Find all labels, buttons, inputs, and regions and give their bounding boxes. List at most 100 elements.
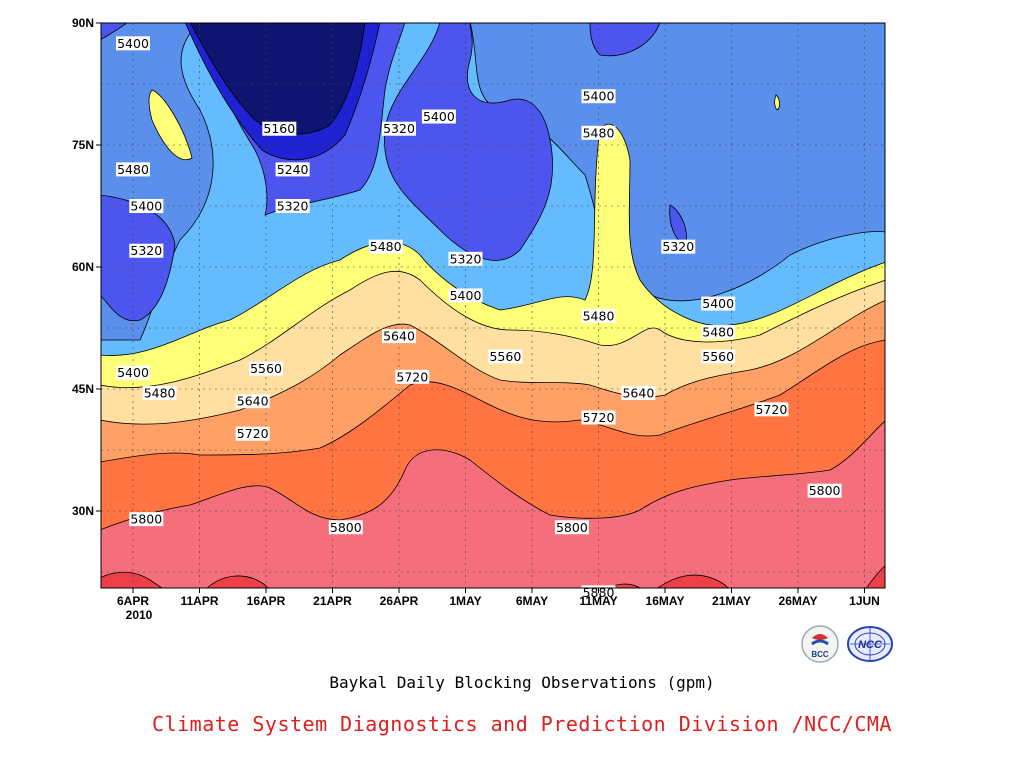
contour-label: 5720: [235, 426, 270, 441]
contour-label: 5240: [275, 162, 310, 177]
contour-label: 5320: [661, 239, 696, 254]
svg-text:5720: 5720: [755, 402, 787, 417]
contour-label: 5320: [275, 199, 310, 214]
y-tick-label: 45N: [72, 382, 94, 396]
svg-text:5400: 5400: [702, 296, 734, 311]
contour-label: 5400: [116, 36, 150, 51]
svg-text:5800: 5800: [330, 520, 362, 535]
svg-text:5480: 5480: [370, 239, 402, 254]
contour-label: 5640: [382, 329, 416, 344]
contour-label: 5800: [129, 512, 164, 527]
svg-text:5640: 5640: [383, 329, 415, 344]
contour-label: 5800: [807, 483, 842, 498]
svg-text:5640: 5640: [622, 386, 654, 401]
svg-text:5800: 5800: [809, 483, 841, 498]
svg-text:5720: 5720: [237, 426, 269, 441]
contour-label: 5400: [581, 89, 616, 104]
contour-band-5800: [101, 420, 885, 588]
svg-text:5560: 5560: [250, 361, 282, 376]
svg-text:5720: 5720: [583, 410, 615, 425]
svg-text:5240: 5240: [277, 162, 309, 177]
contour-band-5480: [774, 94, 780, 111]
y-tick-label: 90N: [72, 16, 94, 30]
y-tick-label: 75N: [72, 138, 94, 152]
contour-label: 5560: [249, 361, 283, 376]
x-tick-label: 11MAY: [579, 594, 617, 608]
svg-text:5400: 5400: [117, 36, 149, 51]
x-tick-label: 16MAY: [646, 594, 685, 608]
svg-text:5480: 5480: [144, 386, 176, 401]
svg-text:5320: 5320: [277, 199, 309, 214]
svg-text:5320: 5320: [450, 251, 482, 266]
contour-label: 5480: [142, 386, 177, 401]
contour-label: 5560: [488, 349, 523, 364]
svg-text:5160: 5160: [263, 121, 295, 136]
contour-label: 5800: [328, 520, 363, 535]
contour-label: 5400: [129, 199, 164, 214]
contour-label: 5320: [382, 121, 416, 136]
contour-label: 5400: [421, 109, 456, 124]
svg-text:5480: 5480: [583, 308, 615, 323]
contour-band-5880: [865, 565, 885, 588]
contour-band-5240: [589, 23, 661, 57]
svg-text:5320: 5320: [662, 239, 694, 254]
svg-text:5320: 5320: [383, 121, 415, 136]
contour-label: 5560: [701, 349, 736, 364]
contour-label: 5400: [448, 288, 483, 303]
contour-label: 5720: [754, 402, 789, 417]
svg-text:5400: 5400: [117, 365, 149, 380]
contour-label: 5400: [701, 296, 736, 311]
svg-text:5400: 5400: [130, 199, 162, 214]
svg-text:5320: 5320: [130, 243, 162, 258]
chart-title: Baykal Daily Blocking Observations (gpm): [329, 673, 715, 692]
x-tick-label: 6APR: [117, 594, 149, 608]
x-tick-label: 11APR: [180, 594, 218, 608]
svg-text:5480: 5480: [702, 325, 734, 340]
svg-text:NCC: NCC: [858, 639, 883, 651]
svg-text:5720: 5720: [396, 369, 428, 384]
contour-label: 5480: [368, 239, 403, 254]
svg-text:5400: 5400: [423, 109, 455, 124]
bcc-logo: BCC: [800, 624, 840, 664]
contour-label: 5800: [554, 520, 589, 535]
x-tick-label: 21MAY: [712, 594, 751, 608]
svg-text:5800: 5800: [130, 512, 162, 527]
contour-label: 5320: [129, 243, 164, 258]
contour-label: 5480: [581, 308, 616, 323]
grid: [101, 23, 885, 588]
ncc-logo: NCC: [846, 624, 894, 664]
x-tick-label: 26APR: [380, 594, 419, 608]
contour-label: 5720: [395, 369, 430, 384]
x-year-label: 2010: [126, 608, 153, 622]
contour-label: 5480: [116, 162, 150, 177]
contour-band-5480: [148, 89, 193, 160]
svg-text:5560: 5560: [702, 349, 734, 364]
credit-line: Climate System Diagnostics and Predictio…: [152, 712, 892, 736]
svg-text:5560: 5560: [489, 349, 521, 364]
x-tick-label: 16APR: [247, 594, 286, 608]
contour-label: 5160: [262, 121, 297, 136]
y-tick-label: 30N: [72, 504, 94, 518]
svg-text:5640: 5640: [237, 394, 269, 409]
svg-text:5480: 5480: [117, 162, 149, 177]
axes: 6APR 11APR 16APR 21APR 26APR 1MAY 6MAY 11MAY 16M…: [72, 16, 880, 622]
svg-text:5400: 5400: [583, 89, 615, 104]
contour-label: 5720: [581, 410, 616, 425]
x-tick-label: 26MAY: [779, 594, 818, 608]
x-tick-label: 1JUN: [849, 594, 880, 608]
contour-band-5240: [101, 23, 128, 40]
contour-fills: [101, 23, 885, 588]
contour-band-5880: [657, 574, 729, 588]
y-tick-label: 60N: [72, 260, 94, 274]
svg-text:5480: 5480: [583, 125, 615, 140]
contour-label: 5640: [621, 386, 656, 401]
x-tick-label: 1MAY: [449, 594, 481, 608]
svg-text:5800: 5800: [556, 520, 588, 535]
svg-text:5400: 5400: [450, 288, 482, 303]
x-tick-label: 6MAY: [516, 594, 548, 608]
contour-band-5880: [206, 575, 269, 588]
contour-label: 5640: [235, 394, 270, 409]
contour-label: 5320: [448, 251, 483, 266]
contour-label: 5400: [116, 365, 150, 380]
